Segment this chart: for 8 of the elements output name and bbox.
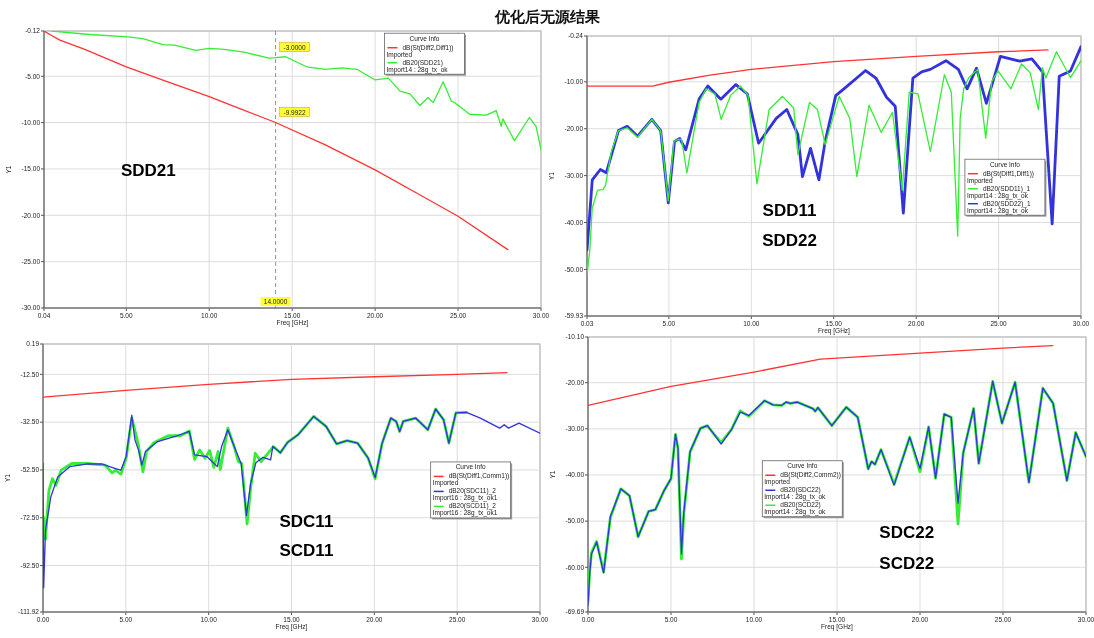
annotation: SDD21 [120, 160, 176, 180]
annotation: SDD22 [762, 231, 817, 251]
annotation: SCD11 [279, 541, 334, 561]
annotation: SDC22 [879, 523, 935, 543]
annotation: SDD11 [762, 200, 817, 220]
chart-title: 优化后无源结果 [493, 8, 601, 25]
annotation: SDC11 [279, 511, 334, 531]
annotation: SCD22 [879, 553, 935, 573]
